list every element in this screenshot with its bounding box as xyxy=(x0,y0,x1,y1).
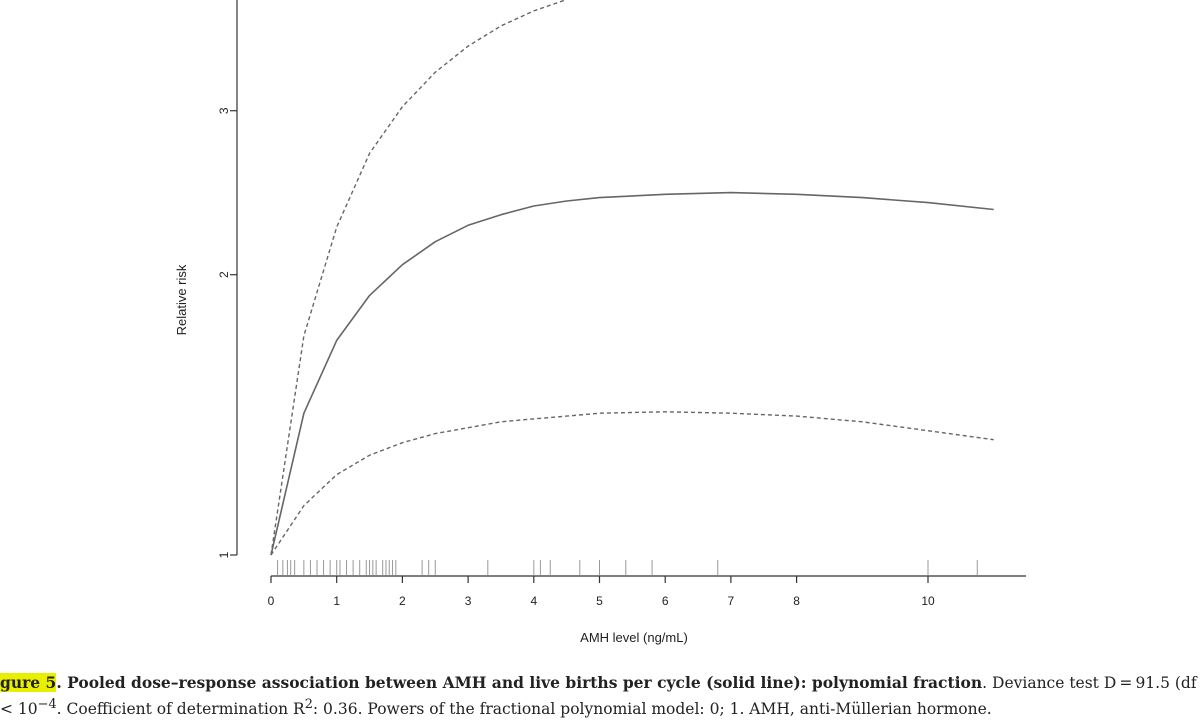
dose-response-chart: 1 2 3 4 5 0 1 2 3 4 5 6 7 8 10 Relative risk AMH leve… xyxy=(174,0,1026,645)
figure-caption: gure 5. Pooled dose–response association… xyxy=(0,672,1200,720)
x-axis: 0 1 2 3 4 5 6 7 8 10 xyxy=(268,575,1026,608)
y-tick-label: 3 xyxy=(217,107,231,114)
caption-line2-exponent2: 2 xyxy=(304,697,313,712)
x-tick-label: 10 xyxy=(921,594,935,608)
caption-line2-prefix: < 10 xyxy=(0,700,38,719)
caption-line2-mid: . Coefficient of determination R xyxy=(56,700,305,719)
caption-title: . Pooled dose–response association betwe… xyxy=(56,673,983,692)
figure-label: gure 5 xyxy=(0,673,57,692)
x-tick-label: 1 xyxy=(333,594,340,608)
x-tick-label: 7 xyxy=(728,594,735,608)
x-tick-label: 8 xyxy=(793,594,800,608)
x-tick-label: 6 xyxy=(662,594,669,608)
x-axis-label: AMH level (ng/mL) xyxy=(580,630,688,645)
estimate-line xyxy=(270,191,994,556)
y-tick-label: 2 xyxy=(217,271,231,278)
x-tick-label: 3 xyxy=(465,594,472,608)
caption-line2-rest: : 0.36. Powers of the fractional polynom… xyxy=(312,700,992,719)
caption-line1-rest: . Deviance test D = 91.5 (df = 29), xyxy=(982,674,1200,692)
x-tick-label: 2 xyxy=(399,594,406,608)
upper-ci-line xyxy=(270,0,568,556)
y-axis-label: Relative risk xyxy=(174,264,189,335)
x-tick-label: 5 xyxy=(596,594,603,608)
rug-plot xyxy=(277,560,978,575)
lower-ci-line xyxy=(270,411,994,556)
series-group xyxy=(270,0,994,556)
x-tick-label: 4 xyxy=(530,594,537,608)
y-tick-label: 1 xyxy=(217,551,231,558)
caption-line2-exponent: −4 xyxy=(37,697,57,712)
caption-line2: < 10−4. Coefficient of determination R2:… xyxy=(0,694,1200,720)
x-tick-label: 0 xyxy=(268,594,275,608)
